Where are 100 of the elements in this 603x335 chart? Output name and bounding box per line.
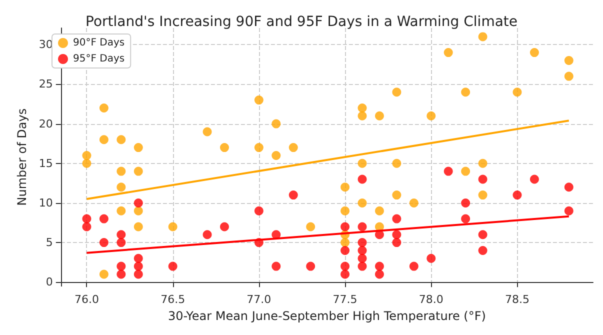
point: [116, 135, 126, 144]
x-tick-label: 76.5: [160, 293, 186, 306]
point: [392, 238, 402, 248]
point: [374, 270, 384, 279]
y-axis-title: Number of Days: [15, 108, 29, 206]
point: [478, 174, 488, 184]
point: [461, 198, 470, 208]
point: [288, 190, 298, 200]
point: [358, 262, 367, 271]
point: [392, 214, 402, 224]
point: [358, 198, 367, 208]
point: [116, 238, 126, 248]
y-tick-label: 10: [38, 196, 53, 210]
point: [564, 72, 574, 81]
point: [564, 206, 574, 216]
point: [340, 206, 350, 216]
point: [461, 166, 470, 176]
point: [168, 262, 178, 271]
point: [254, 206, 264, 216]
point: [358, 254, 367, 263]
point: [512, 190, 522, 200]
point: [426, 111, 436, 120]
point: [478, 32, 488, 42]
point: [99, 103, 108, 112]
point: [392, 88, 402, 97]
point: [444, 166, 453, 176]
x-tick-label: 77.5: [332, 293, 358, 306]
point: [134, 166, 143, 176]
y-tick-label: 20: [38, 117, 53, 130]
point: [340, 222, 350, 232]
legend-label: 95°F Days: [73, 54, 125, 64]
x-tick-label: 78.0: [418, 293, 444, 306]
point: [358, 246, 367, 255]
point: [512, 88, 522, 97]
point: [358, 222, 367, 232]
point: [374, 111, 384, 120]
point: [272, 150, 281, 160]
point: [374, 262, 384, 271]
point: [530, 174, 539, 184]
point: [306, 262, 316, 271]
point: [254, 96, 264, 105]
point: [288, 143, 298, 152]
point: [116, 262, 126, 271]
point: [340, 262, 350, 271]
point: [99, 270, 108, 279]
point: [202, 230, 212, 240]
point: [82, 214, 92, 224]
point: [134, 270, 143, 279]
point: [202, 127, 212, 136]
x-tick-label: 77.0: [246, 293, 272, 306]
point: [254, 143, 264, 152]
point: [358, 174, 367, 184]
point: [409, 262, 418, 271]
legend-label: 90°F Days: [73, 38, 125, 48]
point: [358, 111, 367, 120]
y-tick-label: 0: [46, 276, 53, 289]
point: [116, 206, 126, 216]
point: [116, 270, 126, 279]
point: [99, 214, 108, 224]
point: [530, 48, 539, 58]
chart-title: Portland's Increasing 90F and 95F Days in a Warming Climate: [85, 14, 518, 30]
point: [134, 198, 143, 208]
point: [134, 254, 143, 263]
point: [478, 158, 488, 168]
point: [168, 222, 178, 232]
point: [564, 56, 574, 65]
point: [478, 230, 488, 240]
point: [82, 222, 92, 232]
point: [461, 88, 470, 97]
y-tick-label: 15: [38, 156, 53, 170]
point: [358, 158, 367, 168]
point: [392, 190, 402, 200]
point: [358, 103, 367, 112]
point: [461, 214, 470, 224]
point: [409, 198, 418, 208]
point: [340, 238, 350, 248]
point: [134, 262, 143, 271]
point: [220, 222, 229, 232]
point: [116, 230, 126, 240]
y-tick-label: 25: [38, 78, 53, 91]
point: [392, 158, 402, 168]
point: [116, 182, 126, 192]
point: [99, 238, 108, 248]
point: [478, 190, 488, 200]
point: [444, 48, 453, 58]
point: [478, 246, 488, 255]
point: [340, 270, 350, 279]
point: [340, 246, 350, 255]
x-tick-label: 76.0: [74, 293, 99, 306]
point: [82, 150, 92, 160]
point: [374, 206, 384, 216]
y-tick-label: 5: [46, 236, 53, 250]
point: [272, 119, 281, 128]
point: [99, 135, 108, 144]
x-tick-label: 78.5: [504, 293, 530, 306]
point: [564, 182, 574, 192]
point: [272, 262, 281, 271]
point: [82, 158, 92, 168]
x-axis-title: 30-Year Mean June-September High Temperature (°F): [168, 309, 486, 323]
point: [134, 222, 143, 232]
